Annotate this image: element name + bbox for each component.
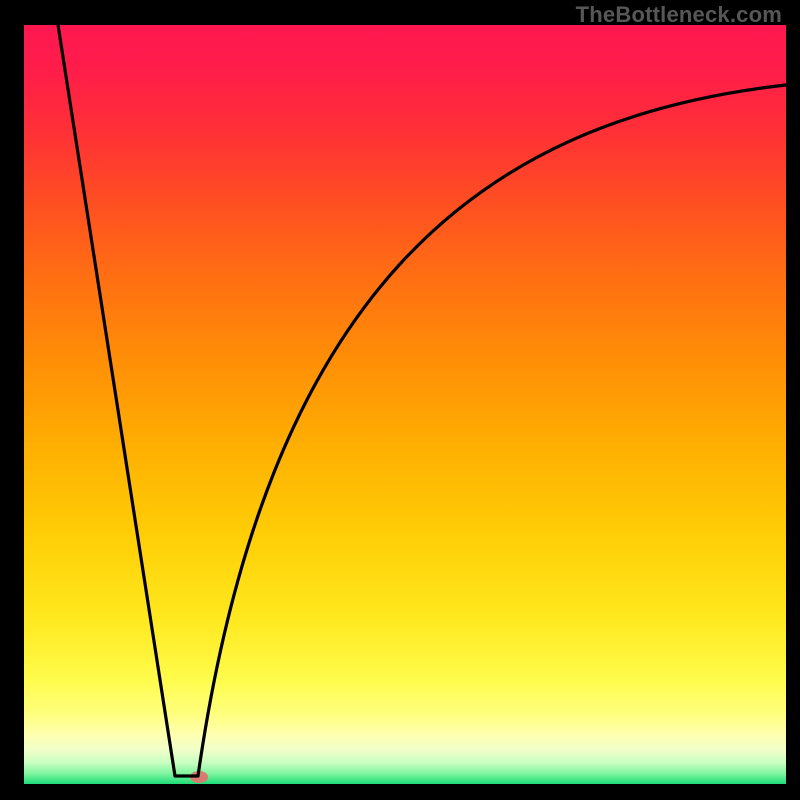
chart-frame: TheBottleneck.com [0, 0, 800, 800]
plot-background [24, 25, 786, 784]
bottleneck-chart-svg [0, 0, 800, 800]
watermark-text: TheBottleneck.com [576, 2, 782, 28]
